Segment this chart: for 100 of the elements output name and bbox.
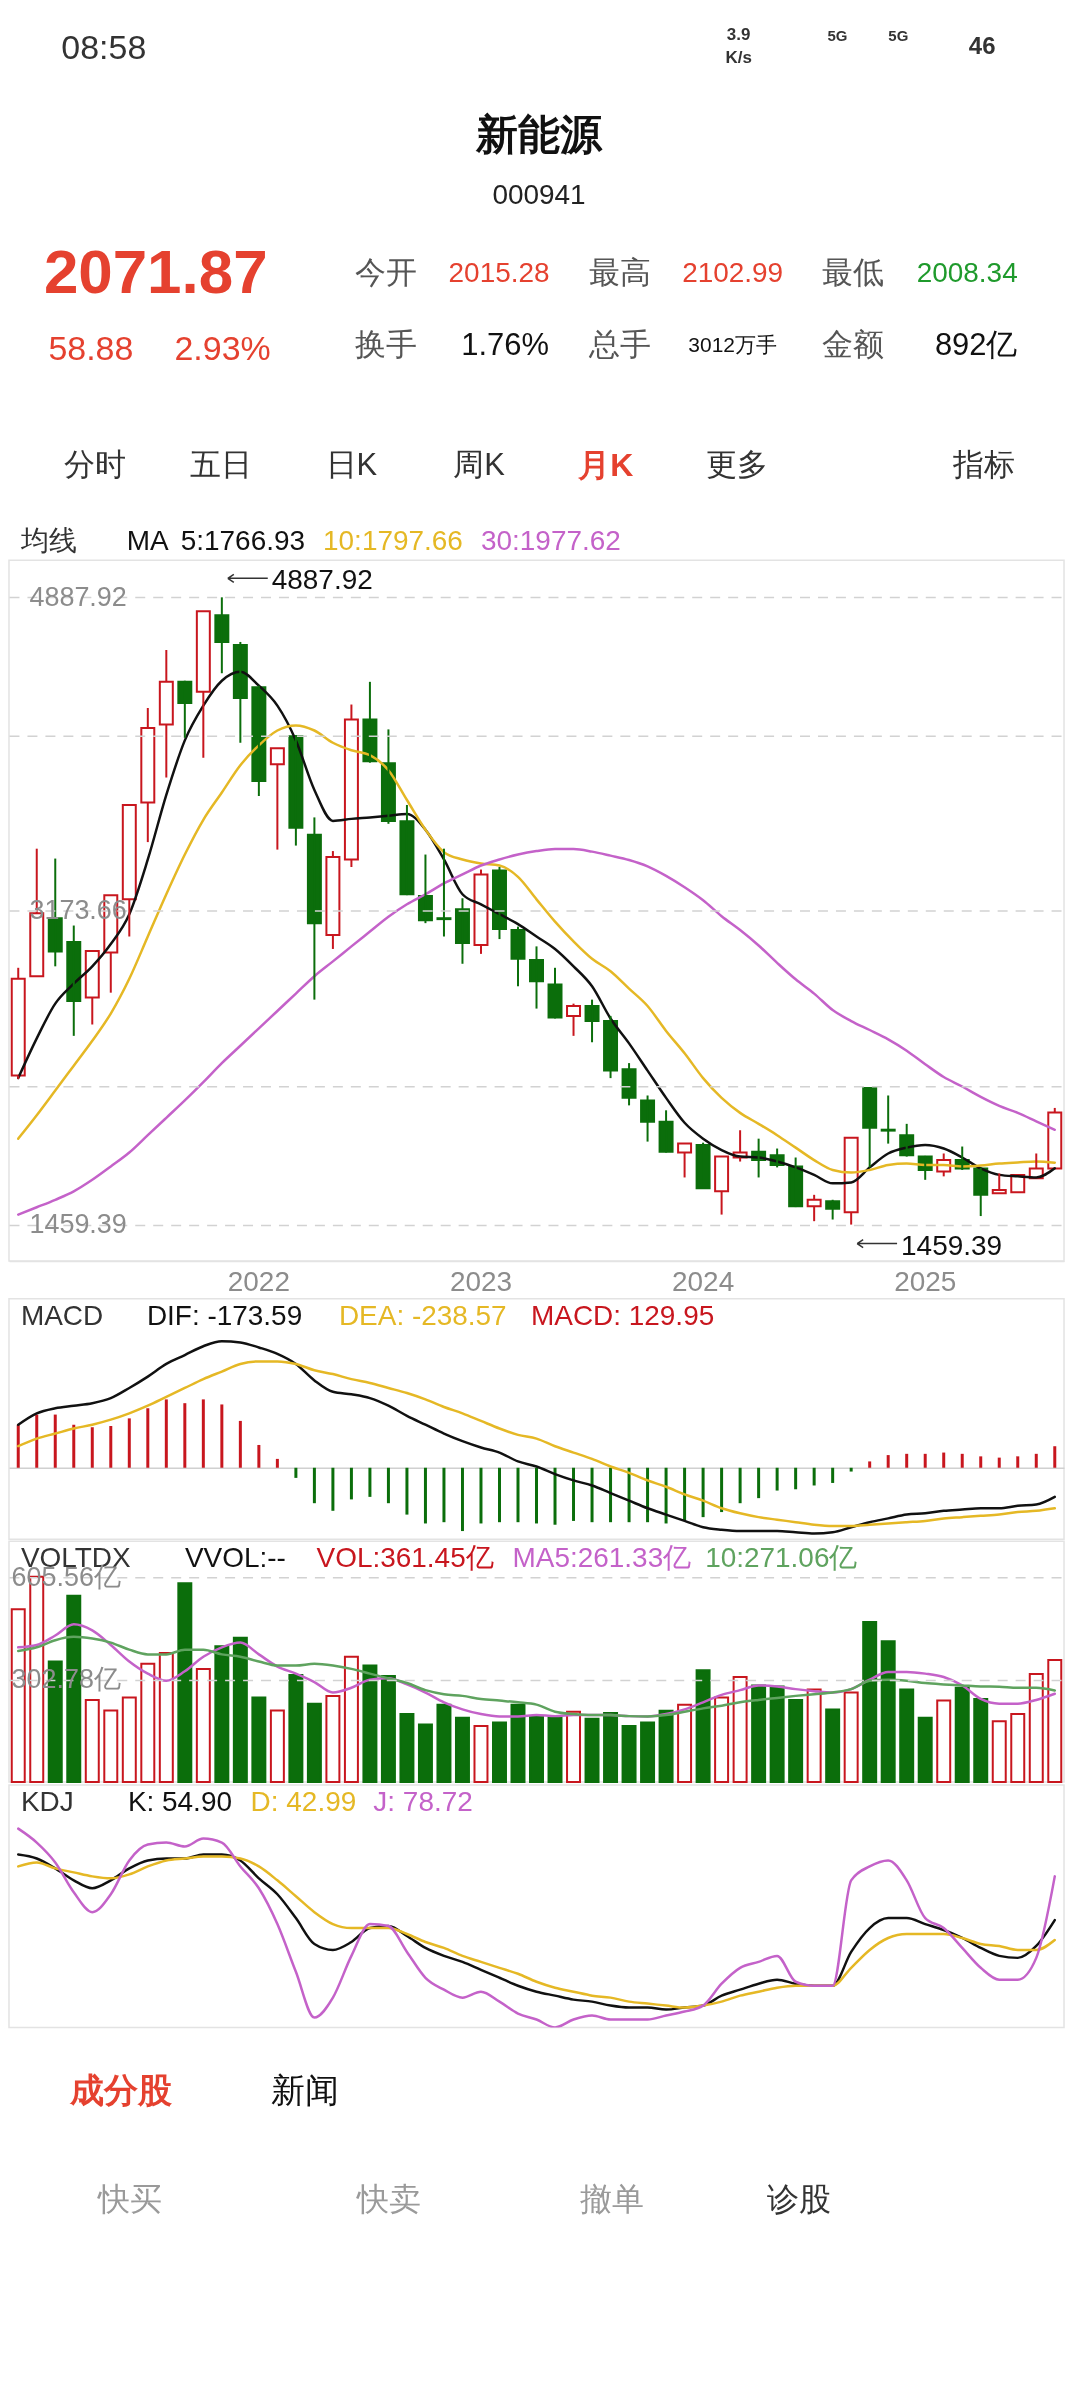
chart-title: MACD bbox=[20, 1299, 104, 1331]
bar bbox=[362, 1664, 378, 1783]
candlestick bbox=[269, 747, 285, 851]
bar bbox=[738, 1467, 742, 1504]
bar bbox=[732, 1675, 748, 1783]
candlestick bbox=[880, 1094, 896, 1145]
text: 2.93% bbox=[174, 328, 271, 367]
bar bbox=[417, 1723, 433, 1783]
bar bbox=[788, 1698, 804, 1783]
bar bbox=[454, 1716, 470, 1783]
text: 新能源 bbox=[475, 110, 603, 158]
line-series bbox=[16, 847, 1057, 1216]
bar bbox=[423, 1467, 427, 1524]
bar bbox=[35, 1414, 39, 1468]
bar bbox=[923, 1453, 927, 1468]
bar bbox=[516, 1467, 520, 1523]
text: 1.76% bbox=[461, 326, 549, 362]
bar bbox=[584, 1717, 600, 1783]
text: 五日 bbox=[189, 447, 252, 483]
candlestick bbox=[158, 649, 174, 779]
candlestick bbox=[140, 707, 156, 844]
text: 最高 bbox=[588, 254, 651, 290]
series-label: DEA: -238.57 bbox=[338, 1299, 507, 1331]
bar bbox=[1016, 1456, 1020, 1468]
bar bbox=[368, 1467, 372, 1497]
bar bbox=[201, 1399, 205, 1468]
bar bbox=[806, 1688, 822, 1783]
bar bbox=[849, 1467, 853, 1472]
bar bbox=[53, 1414, 57, 1468]
bar bbox=[886, 1455, 890, 1468]
bar bbox=[473, 1724, 489, 1783]
annotation: 1459.39 bbox=[901, 1229, 1003, 1261]
text: 5:1766.93 bbox=[180, 525, 306, 557]
text: VOL:361.45亿 bbox=[316, 1542, 494, 1574]
bar bbox=[547, 1716, 563, 1783]
bar bbox=[720, 1467, 724, 1513]
bar bbox=[103, 1709, 119, 1783]
bar bbox=[349, 1467, 353, 1500]
text: 3012万手 bbox=[688, 332, 777, 356]
text: 金额 bbox=[822, 326, 885, 362]
bar bbox=[529, 1715, 544, 1783]
bar bbox=[1053, 1446, 1057, 1468]
text: 日K bbox=[325, 447, 378, 483]
bar bbox=[553, 1467, 557, 1525]
text: 撤单 bbox=[579, 2181, 644, 2218]
text: 2015.28 bbox=[448, 256, 550, 288]
x-tick-label: 2023 bbox=[449, 1266, 513, 1298]
text: 更多 bbox=[705, 447, 768, 483]
text: 周K bbox=[453, 447, 506, 483]
bar bbox=[251, 1696, 267, 1783]
annotation: VVOL:-- bbox=[184, 1542, 286, 1574]
candlestick bbox=[1047, 1106, 1063, 1170]
series-label: K: 54.90 bbox=[127, 1785, 232, 1817]
x-tick-label: 2022 bbox=[227, 1266, 290, 1298]
bar bbox=[566, 1710, 582, 1783]
text: 000941 bbox=[492, 178, 586, 210]
y-tick-label: 1459.39 bbox=[29, 1209, 127, 1240]
bar bbox=[609, 1467, 613, 1523]
text: 总手 bbox=[587, 326, 651, 362]
bar bbox=[825, 1708, 841, 1783]
text: 快买 bbox=[96, 2181, 162, 2218]
text: K/s bbox=[725, 48, 752, 68]
bar bbox=[646, 1467, 650, 1523]
text: 最低 bbox=[822, 254, 885, 290]
text: 2102.99 bbox=[682, 256, 784, 288]
bar bbox=[386, 1467, 390, 1504]
bar bbox=[72, 1424, 76, 1468]
bar bbox=[497, 1467, 501, 1523]
bar bbox=[90, 1427, 94, 1468]
text: 2008.34 bbox=[916, 256, 1018, 288]
bar bbox=[238, 1420, 242, 1468]
text: J: 78.72 bbox=[373, 1785, 473, 1817]
series-label: DIF: -173.59 bbox=[146, 1299, 303, 1331]
bar bbox=[812, 1467, 816, 1486]
bar bbox=[164, 1399, 168, 1468]
text: 2071.87 bbox=[43, 236, 268, 306]
candlestick bbox=[195, 610, 211, 759]
bar bbox=[183, 1403, 187, 1468]
bar bbox=[936, 1699, 952, 1783]
bar bbox=[831, 1467, 835, 1483]
bar bbox=[312, 1467, 316, 1504]
text: 成分股 bbox=[68, 2071, 172, 2110]
x-tick-label: 2024 bbox=[672, 1266, 735, 1298]
candlestick bbox=[436, 847, 452, 938]
bar bbox=[960, 1453, 964, 1468]
bar bbox=[195, 1667, 211, 1783]
bar bbox=[775, 1467, 779, 1491]
text: 3.9 bbox=[726, 25, 751, 45]
bar bbox=[572, 1467, 576, 1521]
bar bbox=[880, 1640, 896, 1783]
bar bbox=[751, 1684, 767, 1783]
bar bbox=[991, 1720, 1007, 1783]
bar bbox=[269, 1709, 285, 1783]
bar bbox=[306, 1702, 322, 1783]
bar bbox=[436, 1703, 452, 1783]
bar bbox=[510, 1703, 526, 1783]
bar bbox=[1034, 1453, 1038, 1468]
text: 10:1797.66 bbox=[323, 525, 463, 557]
bar bbox=[905, 1453, 909, 1468]
bar bbox=[140, 1662, 156, 1783]
